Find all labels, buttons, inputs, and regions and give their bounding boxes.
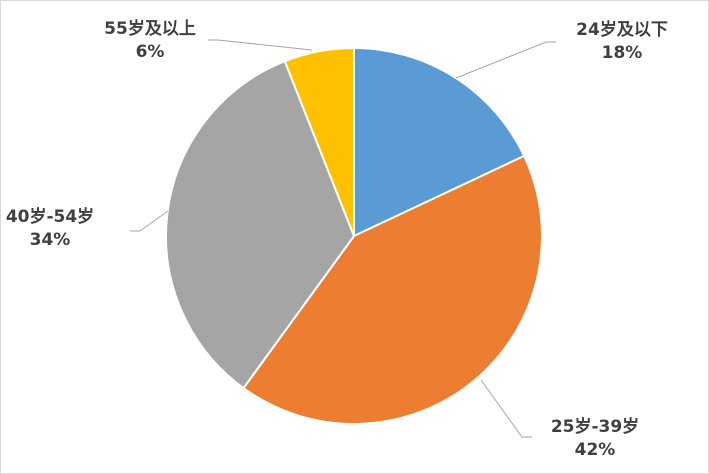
leader-line: [455, 41, 556, 79]
pie-slice: [353, 46, 526, 238]
pie-slice: [242, 154, 543, 425]
leader-line: [208, 39, 313, 51]
pie-slice: [283, 46, 355, 237]
pie-slice: [165, 59, 356, 390]
slice-category-label: 55岁及以上: [104, 18, 196, 39]
slice-percent-label: 18%: [602, 43, 643, 63]
data-labels: 24岁及以下 18% 25岁-39岁 42% 40岁-54岁 34% 55岁及以上 6%: [6, 18, 668, 460]
slice-percent-label: 6%: [136, 42, 165, 62]
slice-category-label: 24岁及以下: [576, 19, 668, 40]
leader-line: [130, 210, 169, 232]
slice-category-label: 40岁-54岁: [6, 206, 94, 227]
leader-line: [480, 379, 532, 438]
slice-percent-label: 34%: [30, 230, 71, 250]
pie-slices: [165, 46, 543, 425]
slice-percent-label: 42%: [575, 440, 616, 460]
leader-lines: [130, 39, 556, 438]
slice-category-label: 25岁-39岁: [551, 416, 639, 437]
